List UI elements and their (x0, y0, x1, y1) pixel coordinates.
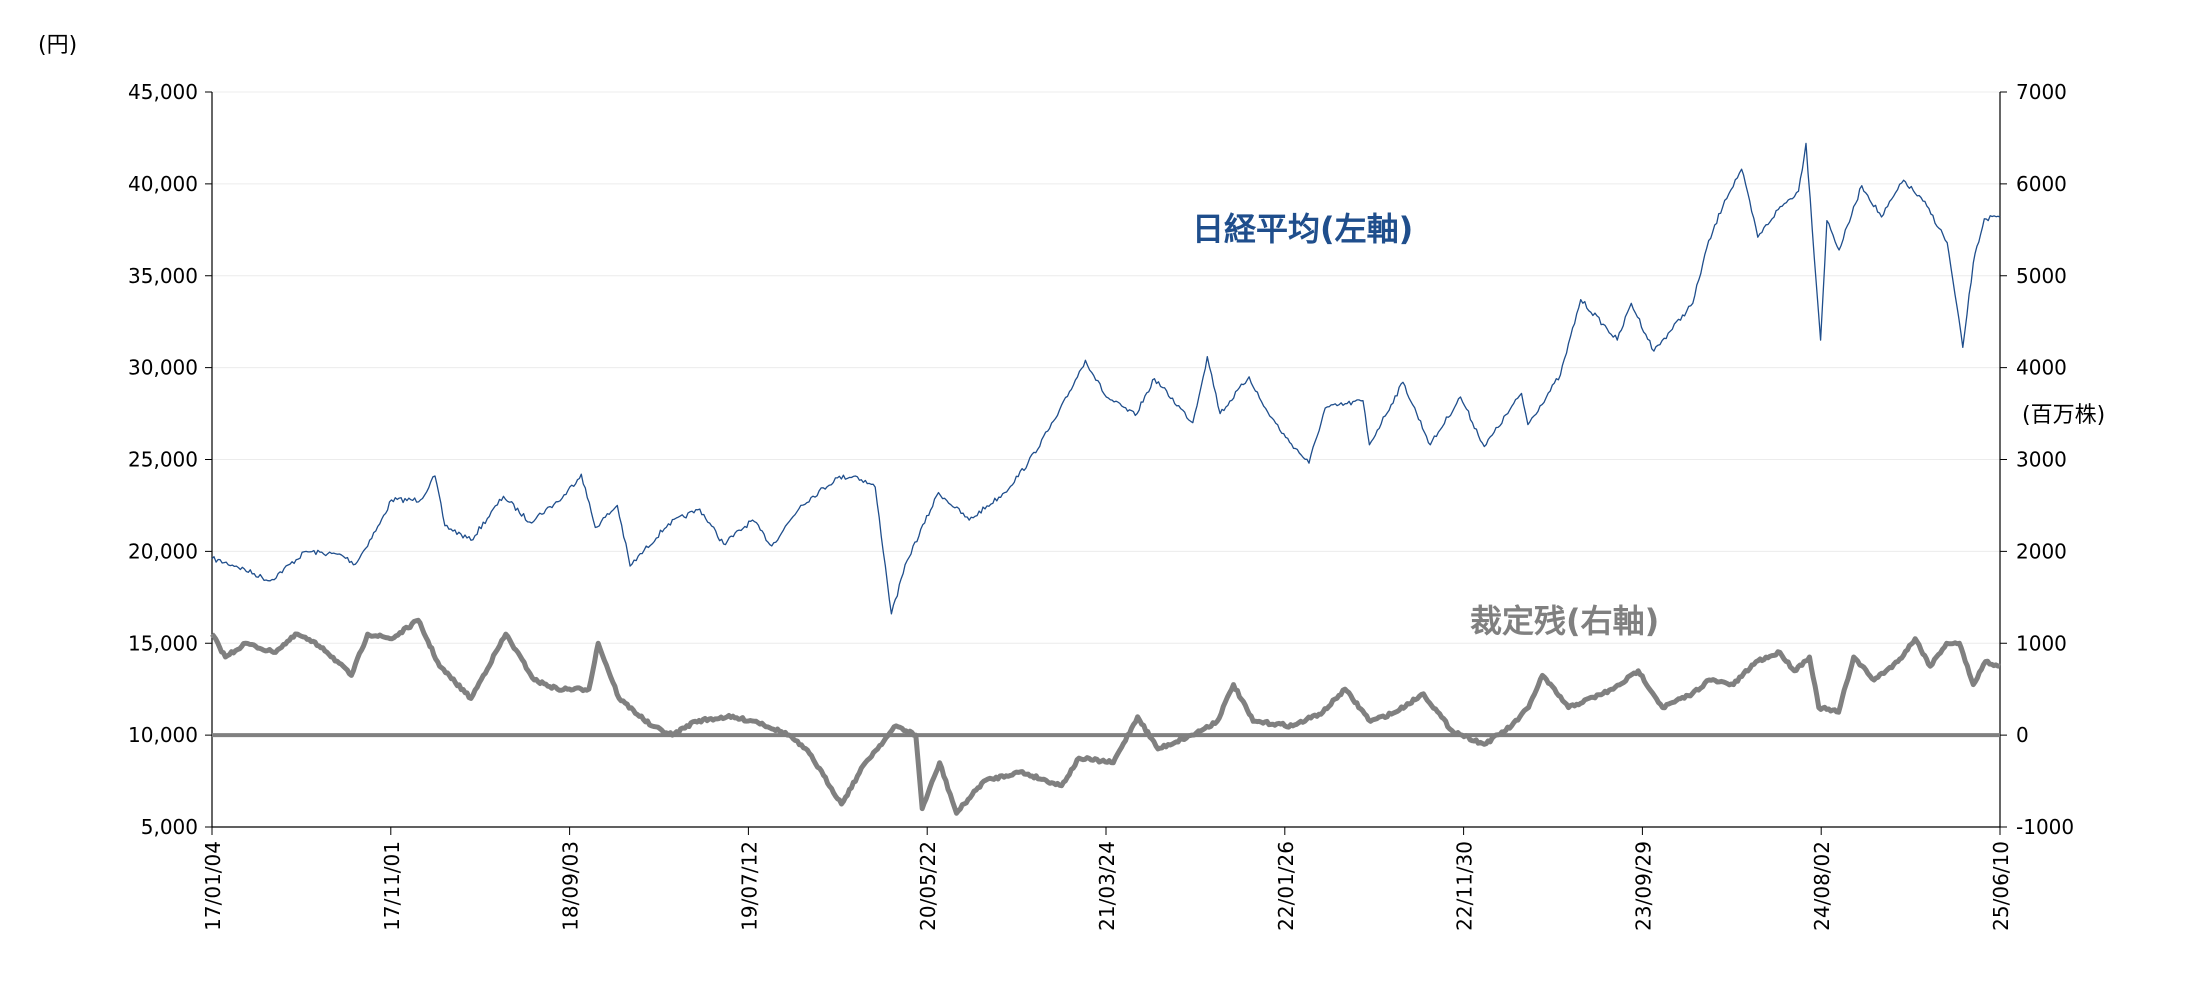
right-tick-label: 7000 (2016, 80, 2067, 104)
left-tick-label: 30,000 (128, 356, 198, 380)
x-tick-label: 22/01/26 (1274, 841, 1298, 931)
x-tick-label: 25/06/10 (1989, 841, 2013, 931)
series-label-nikkei: 日経平均(左軸) (1192, 210, 1413, 248)
right-tick-label: 3000 (2016, 448, 2067, 472)
x-tick-label: 23/09/29 (1631, 841, 1655, 931)
x-tick-label: 22/11/30 (1453, 841, 1477, 931)
x-tick-label: 19/07/12 (737, 841, 761, 931)
x-tick-label: 17/11/01 (380, 841, 404, 931)
right-tick-label: 5000 (2016, 264, 2067, 288)
left-tick-label: 45,000 (128, 80, 198, 104)
right-tick-label: 4000 (2016, 356, 2067, 380)
series-layer (210, 142, 2001, 816)
left-tick-label: 25,000 (128, 448, 198, 472)
x-tick-label: 21/03/24 (1095, 841, 1119, 931)
right-tick-label: 6000 (2016, 172, 2067, 196)
left-tick-label: 20,000 (128, 539, 198, 563)
x-tick-label: 17/01/04 (201, 841, 225, 931)
series-line-1 (210, 617, 2001, 816)
left-tick-label: 40,000 (128, 172, 198, 196)
left-axis-ticks: 5,000 10,000 15,000 20,000 25,000 30,000 35,00… (128, 80, 212, 839)
right-tick-label: 2000 (2016, 539, 2067, 563)
gridlines (212, 91, 2000, 828)
right-tick-label: 1000 (2016, 631, 2067, 655)
series-line-0 (211, 142, 2001, 615)
left-tick-label: 15,000 (128, 631, 198, 655)
x-tick-label: 18/09/03 (559, 841, 583, 931)
x-tick-label: 24/08/02 (1810, 841, 1834, 931)
left-tick-label: 5,000 (141, 815, 198, 839)
left-axis-unit-label: (円) (38, 33, 77, 58)
right-tick-label: 0 (2016, 723, 2029, 747)
left-tick-label: 10,000 (128, 723, 198, 747)
right-tick-label: -1000 (2016, 815, 2074, 839)
series-label-arbitrage-balance: 裁定残(右軸) (1470, 602, 1659, 640)
x-axis-ticks: 17/01/04 17/11/01 18/09/03 19/07/12 20/05/22… (201, 827, 2013, 931)
x-tick-label: 20/05/22 (916, 841, 940, 931)
right-axis-ticks: -1000 0 1000 2000 3000 4000 5000 6000 7000 (2000, 80, 2074, 839)
left-tick-label: 35,000 (128, 264, 198, 288)
right-axis-unit-label: (百万株) (2022, 403, 2105, 428)
